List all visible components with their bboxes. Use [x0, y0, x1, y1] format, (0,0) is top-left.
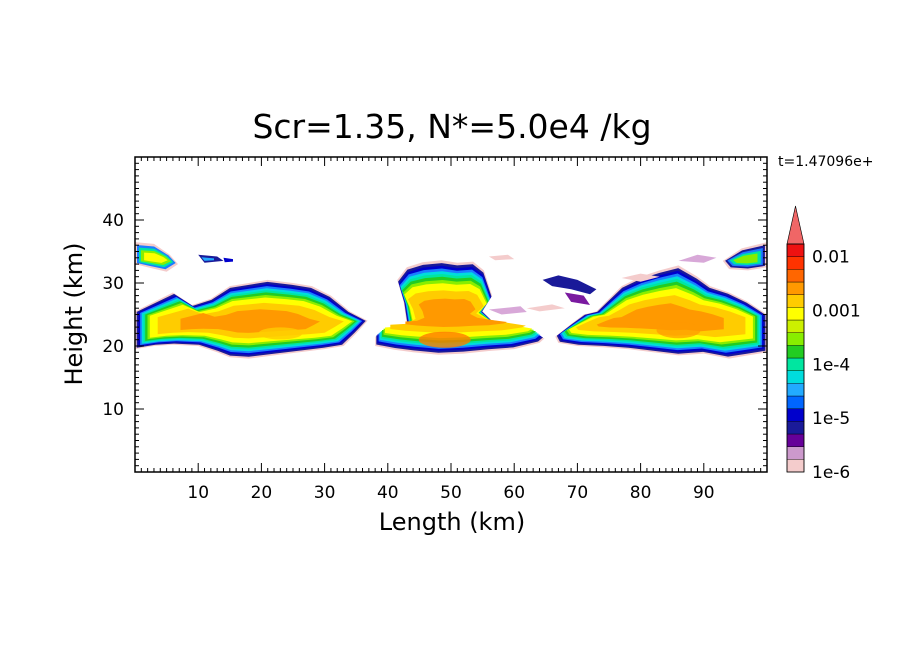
colorbar-segment: [786, 256, 805, 270]
colorbar-segment: [786, 459, 805, 473]
colorbar-label: 1e-5: [812, 409, 850, 429]
colorbar-label: 0.001: [812, 302, 861, 322]
x-tick-label: 90: [693, 483, 715, 503]
y-tick-label: 40: [102, 211, 124, 231]
wisp-mid-right: [542, 275, 597, 295]
colorbar-label: 1e-4: [812, 355, 850, 375]
colorbar-segment: [786, 332, 805, 346]
time-label: t=1.47096e+: [778, 154, 873, 170]
colorbar-segment: [786, 357, 805, 371]
x-tick-label: 30: [314, 483, 336, 503]
x-tick-label: 50: [440, 483, 462, 503]
colorbar-arrow: [786, 205, 805, 245]
wisp-right-lilac: [678, 254, 717, 263]
wisp-left-upper-core: [201, 257, 214, 261]
colorbar-segment: [786, 319, 805, 333]
y-tick-label: 30: [102, 274, 124, 294]
chart-title: Scr=1.35, N*=5.0e4 /kg: [252, 107, 651, 146]
wisp-center-pink: [488, 254, 515, 261]
wisp-left-upper-2: [223, 257, 233, 263]
wisp-center-lilac: [488, 306, 527, 315]
colorbar-labels: 0.01 0.001 1e-4 1e-5 1e-6: [812, 248, 861, 483]
cloud-left-band: [180, 309, 320, 333]
x-tick-label: 60: [503, 483, 525, 503]
y-tick-label: 10: [102, 400, 124, 420]
hotspot-right: [656, 322, 701, 339]
x-axis-label: Length (km): [379, 508, 525, 536]
colorbar-segment: [786, 294, 805, 308]
colorbar-segment: [786, 383, 805, 397]
contour-field: [135, 242, 767, 359]
y-axis-label: Height (km): [60, 243, 88, 386]
x-tick-label: 80: [630, 483, 652, 503]
axis-ticks: [135, 157, 767, 472]
colorbar-segment: [786, 433, 805, 447]
hotspot-left: [258, 327, 303, 340]
x-tick-label: 20: [251, 483, 273, 503]
colorbar-segment: [786, 269, 805, 283]
colorbar-frame: [786, 243, 805, 473]
colorbar-segment: [786, 243, 805, 257]
colorbar-label: 1e-6: [812, 463, 850, 483]
hotspot-center: [418, 331, 471, 348]
x-tick-label: 70: [567, 483, 589, 503]
wisp-center-right-pink: [526, 304, 565, 312]
wisp-right-pink: [621, 273, 660, 282]
x-tick-labels: 10 20 30 40 50 60 70 80 90: [187, 483, 714, 503]
x-tick-label: 40: [377, 483, 399, 503]
colorbar: [786, 205, 805, 473]
cloud-right-top-band: [733, 253, 758, 264]
colorbar-segment: [786, 395, 805, 409]
wisp-mid-right-2: [564, 292, 590, 305]
cloud-center-band: [405, 298, 507, 327]
colorbar-segment: [786, 345, 805, 359]
colorbar-segment: [786, 370, 805, 384]
x-tick-label: 10: [187, 483, 209, 503]
colorbar-segment: [786, 446, 805, 460]
y-tick-labels: 10 20 30 40: [102, 211, 124, 420]
cloud-left-top-band: [144, 252, 168, 263]
y-tick-label: 20: [102, 337, 124, 357]
colorbar-label: 0.01: [812, 248, 850, 268]
colorbar-segment: [786, 421, 805, 435]
colorbar-segment: [786, 307, 805, 321]
colorbar-segment: [786, 281, 805, 295]
colorbar-segment: [786, 408, 805, 422]
